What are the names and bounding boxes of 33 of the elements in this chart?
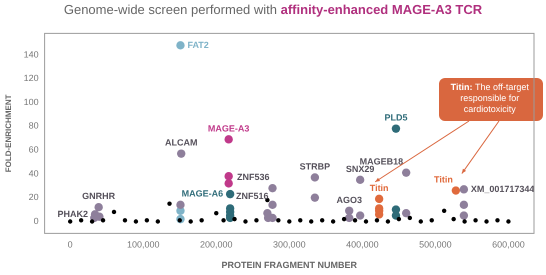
annotation: STRBP: [300, 161, 330, 172]
annotation: FAT2: [187, 40, 209, 50]
y-tick-label: 60: [28, 144, 39, 155]
x-tick-label: 200,000: [200, 239, 233, 250]
y-tick-label: 140: [24, 49, 39, 60]
x-tick-label: 400,000: [346, 239, 379, 250]
x-tick-label: 300,000: [273, 239, 306, 250]
annotation: Titin: [434, 174, 453, 185]
x-axis-title: PROTEIN FRAGMENT NUMBER: [222, 260, 358, 270]
annotation: ZNF516: [236, 190, 269, 201]
y-tick-label: 100: [24, 96, 39, 107]
y-tick-label: 120: [24, 73, 39, 84]
annotation: Titin: [370, 182, 389, 193]
y-tick-label: 0: [34, 216, 39, 226]
annotation: AGO3: [336, 194, 362, 205]
annotation: PHAK2: [58, 208, 88, 219]
annotation: ZNF536: [236, 172, 270, 182]
x-tick-label: 500,000: [419, 239, 452, 250]
y-tick-label: 40: [28, 168, 39, 178]
annotation: PLD5: [384, 112, 408, 123]
annotation: Titin: The off-target responsible for cardiotoxicity: [450, 82, 530, 114]
y-tick-label: 80: [28, 120, 39, 131]
annotation: GNRHR: [82, 191, 116, 202]
annotation: MAGE-A3: [208, 123, 250, 134]
y-axis-title: FOLD-ENRICHMENT: [4, 94, 14, 172]
x-tick-label: 100,000: [126, 239, 160, 250]
chart-title: Genome-wide screen performed with affinity-enhanced MAGE-A3 TCR: [64, 2, 482, 17]
y-tick-label: 20: [28, 192, 39, 202]
annotation: MAGE-A6: [182, 188, 224, 199]
x-tick-label: 0: [68, 239, 73, 250]
annotation: XM_001717344: [470, 184, 534, 194]
annotation: ALCAM: [164, 138, 198, 148]
x-tick-label: 600,000: [492, 239, 525, 250]
